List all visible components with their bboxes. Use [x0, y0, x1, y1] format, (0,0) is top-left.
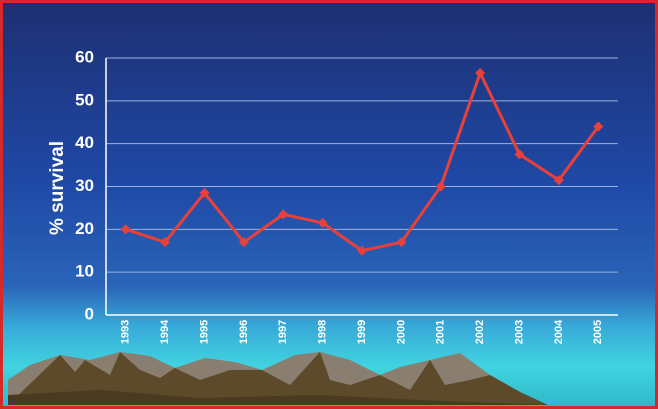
- y-tick-label: 0: [85, 304, 94, 323]
- x-tick-label: 1995: [198, 320, 210, 344]
- x-tick-label: 1997: [277, 320, 289, 344]
- marker: [514, 149, 525, 160]
- y-axis-label: % survival: [47, 141, 68, 235]
- marker: [199, 187, 210, 198]
- x-tick-label: 2002: [474, 320, 486, 344]
- marker: [396, 237, 407, 248]
- x-tick-label: 1993: [120, 320, 132, 344]
- y-tick-label: 30: [75, 176, 94, 195]
- marker: [317, 217, 328, 228]
- y-tick-label: 60: [75, 47, 94, 66]
- x-tick-label: 2001: [435, 320, 447, 344]
- marker: [435, 181, 446, 192]
- x-tick-label: 1994: [159, 319, 171, 344]
- marker: [593, 121, 604, 132]
- x-tick-label: 2005: [592, 320, 604, 344]
- x-tick-label: 2000: [395, 320, 407, 344]
- marker: [120, 224, 131, 235]
- y-tick-label: 10: [75, 262, 94, 281]
- marker: [357, 245, 367, 256]
- x-tick-label: 1999: [356, 320, 368, 344]
- x-tick-label: 2004: [553, 319, 565, 344]
- marker: [278, 209, 289, 220]
- y-tick-label: 20: [75, 219, 94, 238]
- mountains: [8, 352, 548, 405]
- x-tick-label: 1996: [238, 320, 250, 344]
- marker: [160, 237, 171, 248]
- y-tick-label: 40: [75, 133, 94, 152]
- marker: [238, 237, 249, 248]
- marker: [553, 175, 564, 186]
- x-tick-label: 2003: [513, 320, 525, 344]
- marker: [475, 67, 486, 78]
- y-tick-label: 50: [75, 90, 94, 109]
- x-tick-label: 1998: [317, 320, 329, 344]
